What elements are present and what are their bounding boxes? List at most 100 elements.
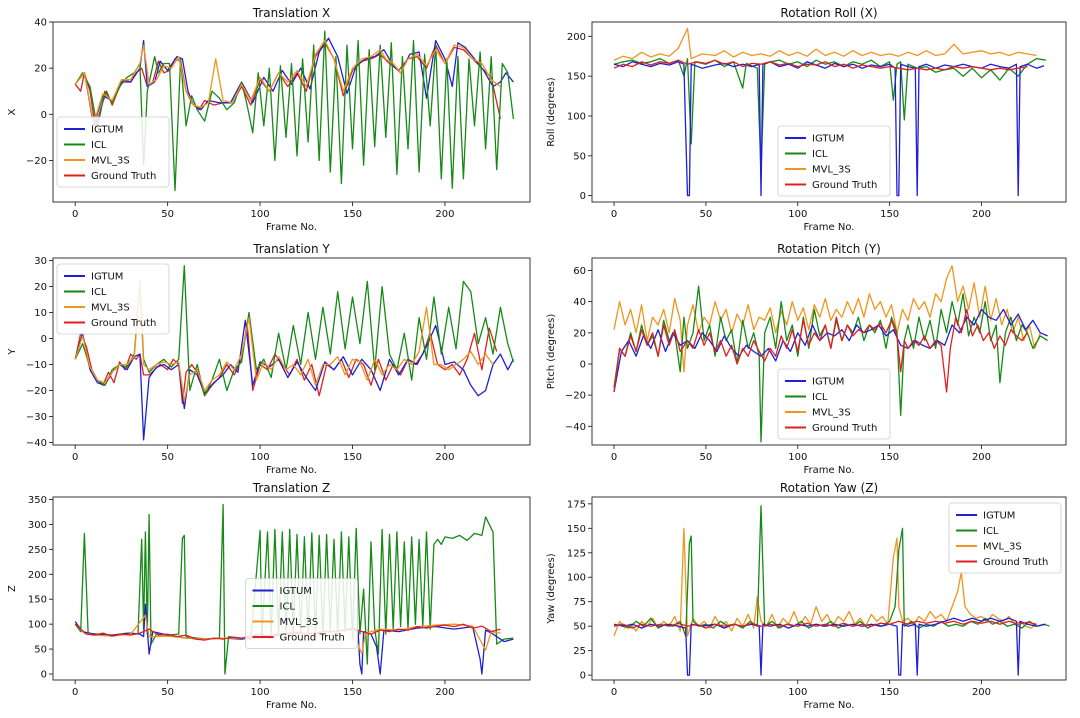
legend-label: IGTUM bbox=[812, 377, 844, 388]
series-line-icl bbox=[74, 30, 515, 192]
series-line-mvl-3s bbox=[74, 283, 494, 402]
plot-frame bbox=[591, 257, 1067, 446]
x-axis-label: Frame No. bbox=[266, 465, 317, 476]
x-tick-label: 50 bbox=[161, 209, 174, 220]
x-axis-label: Frame No. bbox=[804, 700, 855, 711]
y-tick-label: −20 bbox=[565, 391, 586, 402]
legend-label: IGTUM bbox=[91, 272, 123, 283]
x-tick-label: 0 bbox=[611, 209, 617, 220]
series-line-igtum bbox=[613, 617, 1046, 676]
legend-label: ICL bbox=[280, 602, 296, 613]
x-tick-label: 100 bbox=[251, 452, 270, 463]
x-tick-label: 150 bbox=[880, 452, 899, 463]
x-tick-label: 0 bbox=[611, 687, 617, 698]
x-tick-label: 100 bbox=[788, 209, 807, 220]
series-line-ground-truth bbox=[613, 59, 1028, 71]
y-tick-label: 100 bbox=[28, 620, 47, 631]
y-tick-label: −20 bbox=[26, 156, 47, 167]
series-line-mvl-3s bbox=[613, 265, 1041, 373]
legend-label: IGTUM bbox=[91, 125, 123, 136]
y-tick-label: 0 bbox=[41, 334, 47, 345]
x-tick-label: 50 bbox=[700, 687, 713, 698]
legend: IGTUM ICL MVL_3S Ground Truth bbox=[777, 125, 891, 197]
y-tick-label: −40 bbox=[565, 422, 586, 433]
y-tick-label: 175 bbox=[567, 499, 586, 510]
y-tick-label: −20 bbox=[26, 386, 47, 397]
x-tick-label: 200 bbox=[435, 687, 454, 698]
legend-label: ICL bbox=[91, 287, 107, 298]
y-tick-label: 0 bbox=[580, 671, 586, 682]
y-tick-label: 0 bbox=[580, 191, 586, 202]
series-line-igtum bbox=[74, 319, 514, 441]
y-tick-label: 75 bbox=[573, 597, 586, 608]
x-tick-label: 150 bbox=[343, 209, 362, 220]
chart-title: Translation X bbox=[252, 6, 330, 20]
legend-label: ICL bbox=[91, 140, 107, 151]
legend-label: MVL_3S bbox=[812, 165, 851, 176]
legend-label: Ground Truth bbox=[91, 318, 156, 329]
legend: IGTUM ICL MVL_3S Ground Truth bbox=[56, 263, 170, 335]
legend: IGTUM ICL MVL_3S Ground Truth bbox=[948, 502, 1062, 574]
x-tick-label: 100 bbox=[251, 209, 270, 220]
y-tick-label: 100 bbox=[567, 111, 586, 122]
y-axis-label: Y bbox=[7, 348, 18, 356]
legend-box bbox=[56, 116, 170, 188]
chart-rr: Rotation Roll (X) 0 50 100 150 200 0 50 100 150 20… bbox=[546, 6, 1067, 233]
y-tick-label: −40 bbox=[26, 438, 47, 449]
legend-label: MVL_3S bbox=[983, 542, 1022, 553]
y-tick-label: 50 bbox=[573, 622, 586, 633]
x-tick-label: 150 bbox=[343, 687, 362, 698]
y-tick-label: 0 bbox=[41, 670, 47, 681]
y-axis-label: Pitch (degrees) bbox=[546, 314, 557, 390]
legend-box bbox=[777, 125, 891, 197]
y-tick-label: 0 bbox=[580, 359, 586, 370]
x-tick-label: 200 bbox=[972, 209, 991, 220]
x-tick-label: 0 bbox=[72, 687, 78, 698]
plot-frame bbox=[591, 21, 1067, 203]
chart-ty: Translation Y 0 50 100 150 200 −40 −30 −20 −10 0 10… bbox=[7, 242, 531, 476]
y-axis-label: Z bbox=[7, 585, 18, 592]
x-tick-label: 150 bbox=[343, 452, 362, 463]
x-tick-label: 200 bbox=[435, 452, 454, 463]
x-axis-label: Frame No. bbox=[804, 222, 855, 233]
x-tick-label: 50 bbox=[161, 452, 174, 463]
y-tick-label: 350 bbox=[28, 495, 47, 506]
legend: IGTUM ICL MVL_3S Ground Truth bbox=[56, 116, 170, 188]
y-tick-label: 100 bbox=[567, 573, 586, 584]
y-tick-label: 200 bbox=[567, 32, 586, 43]
y-tick-label: −30 bbox=[26, 412, 47, 423]
y-tick-label: 150 bbox=[567, 72, 586, 83]
x-axis-label: Frame No. bbox=[266, 222, 317, 233]
y-axis-label: Yaw (degrees) bbox=[546, 553, 557, 624]
legend-label: MVL_3S bbox=[91, 303, 130, 314]
y-tick-label: 50 bbox=[34, 645, 47, 656]
x-tick-label: 100 bbox=[251, 687, 270, 698]
series-line-icl bbox=[74, 265, 515, 397]
y-axis-label: Roll (degrees) bbox=[546, 77, 557, 147]
y-tick-label: 25 bbox=[573, 646, 586, 657]
y-tick-label: 10 bbox=[34, 308, 47, 319]
y-tick-label: 200 bbox=[28, 570, 47, 581]
legend-box bbox=[777, 368, 891, 440]
y-tick-label: 20 bbox=[573, 328, 586, 339]
legend-box bbox=[245, 578, 358, 649]
legend-label: MVL_3S bbox=[812, 408, 851, 419]
legend-label: MVL_3S bbox=[280, 617, 319, 628]
y-tick-label: 40 bbox=[34, 18, 47, 29]
x-tick-label: 150 bbox=[880, 687, 899, 698]
x-axis-label: Frame No. bbox=[266, 700, 317, 711]
plot-frame bbox=[52, 257, 531, 446]
legend-label: IGTUM bbox=[280, 586, 312, 597]
series-line-mvl-3s bbox=[613, 27, 1037, 61]
legend-box bbox=[56, 263, 170, 335]
chart-title: Translation Z bbox=[252, 481, 330, 495]
y-tick-label: 300 bbox=[28, 520, 47, 531]
legend-box bbox=[948, 502, 1062, 574]
legend-label: ICL bbox=[983, 526, 999, 537]
chart-ry: Rotation Yaw (Z) 0 50 100 150 200 0 25 50 75 100 12… bbox=[546, 481, 1067, 711]
y-tick-label: 150 bbox=[28, 595, 47, 606]
legend-label: Ground Truth bbox=[91, 171, 156, 182]
y-tick-label: 60 bbox=[573, 266, 586, 277]
legend-label: Ground Truth bbox=[812, 423, 877, 434]
legend-label: IGTUM bbox=[812, 134, 844, 145]
